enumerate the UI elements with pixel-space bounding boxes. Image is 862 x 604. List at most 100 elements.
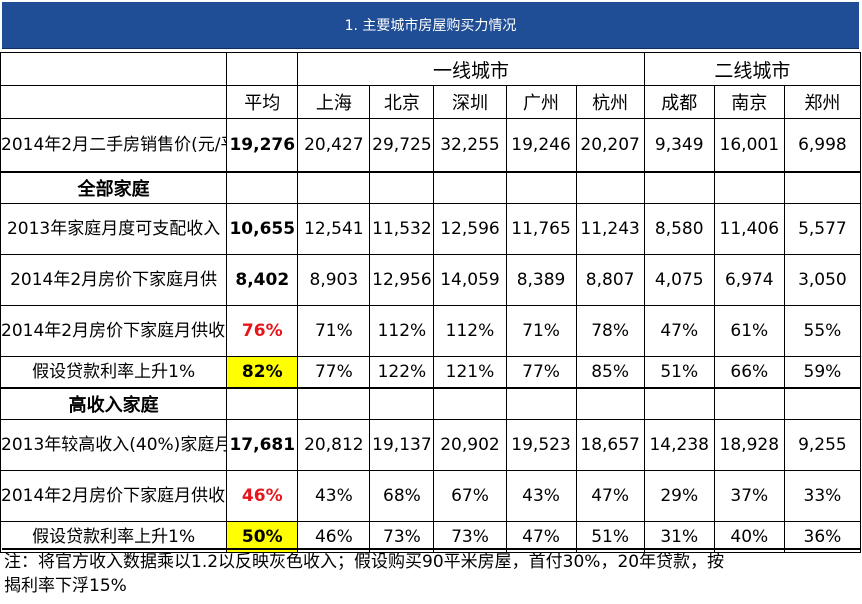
group-tier1: 一线城市 — [297, 52, 645, 86]
section-row-high: 高收入家庭 — [0, 387, 862, 420]
cell: 11,765 — [505, 203, 577, 255]
row-label: 假设贷款利率上升1% — [0, 356, 228, 389]
blank-cell — [783, 387, 862, 420]
section-label: 高收入家庭 — [0, 387, 228, 420]
cell: 36% — [783, 521, 862, 553]
blank-cell — [505, 387, 577, 420]
blank-cell — [369, 387, 435, 420]
cell: 47% — [575, 470, 645, 522]
cell: 11,243 — [575, 203, 645, 255]
footnote: 注：将官方收入数据乘以1.2以反映灰色收入；假设购买90平米房屋，首付30%，2… — [2, 548, 860, 604]
cell: 16,001 — [713, 118, 785, 173]
footnote-line: 注：将官方收入数据乘以1.2以反映灰色收入；假设购买90平米房屋，首付30%，2… — [4, 552, 725, 572]
col-header: 平均 — [226, 85, 299, 119]
blank-cell — [505, 171, 577, 204]
blank-cell — [433, 387, 507, 420]
group-tier2: 二线城市 — [643, 52, 862, 86]
row-label: 2013年较高收入(40%)家庭月度可支配收入 — [0, 419, 228, 471]
cell: 5,577 — [783, 203, 862, 255]
blank-cell — [297, 387, 371, 420]
cell: 11,406 — [713, 203, 785, 255]
cell: 51% — [575, 521, 645, 553]
cell: 14,059 — [433, 254, 507, 306]
cell: 71% — [297, 305, 371, 357]
table-row-high-income: 2013年较高收入(40%)家庭月度可支配收入 17,681 20,812 19… — [0, 419, 862, 471]
cell: 51% — [643, 356, 715, 389]
cell-average: 19,276 — [226, 118, 299, 173]
blank-cell — [226, 387, 299, 420]
cell: 20,207 — [575, 118, 645, 173]
col-header: 成都 — [643, 85, 715, 119]
cell: 43% — [505, 470, 577, 522]
cell: 19,137 — [369, 419, 435, 471]
cell: 66% — [713, 356, 785, 389]
cell: 12,956 — [369, 254, 435, 306]
col-header: 杭州 — [575, 85, 645, 119]
table-row-all-payment: 2014年2月房价下家庭月供 8,402 8,903 12,956 14,059… — [0, 254, 862, 306]
cell: 55% — [783, 305, 862, 357]
cell: 77% — [505, 356, 577, 389]
row-label: 2014年2月二手房销售价(元/平方米) — [0, 118, 228, 173]
cell: 68% — [369, 470, 435, 522]
cell: 71% — [505, 305, 577, 357]
cell: 18,928 — [713, 419, 785, 471]
cell: 46% — [297, 521, 371, 553]
cell: 18,657 — [575, 419, 645, 471]
table-row-high-ratio: 2014年2月房价下家庭月供收入比 46% 43% 68% 67% 43% 47… — [0, 470, 862, 522]
blank-cell — [575, 387, 645, 420]
table-row-all-ratio: 2014年2月房价下家庭月供收入比 76% 71% 112% 112% 71% … — [0, 305, 862, 357]
cell: 8,807 — [575, 254, 645, 306]
row-label: 2014年2月房价下家庭月供 — [0, 254, 228, 306]
cell-average: 8,402 — [226, 254, 299, 306]
blank-cell — [433, 171, 507, 204]
cell: 3,050 — [783, 254, 862, 306]
cell: 33% — [783, 470, 862, 522]
cell: 78% — [575, 305, 645, 357]
cell-average: 17,681 — [226, 419, 299, 471]
cell: 47% — [643, 305, 715, 357]
cell: 112% — [369, 305, 435, 357]
cell: 20,902 — [433, 419, 507, 471]
row-label: 2013年家庭月度可支配收入 — [0, 203, 228, 255]
cell: 9,349 — [643, 118, 715, 173]
cell: 20,812 — [297, 419, 371, 471]
cell: 14,238 — [643, 419, 715, 471]
row-label: 2014年2月房价下家庭月供收入比 — [0, 305, 228, 357]
cell: 61% — [713, 305, 785, 357]
empty-corner-2 — [0, 85, 228, 119]
cell: 8,580 — [643, 203, 715, 255]
cell: 73% — [433, 521, 507, 553]
table-row-price: 2014年2月二手房销售价(元/平方米) 19,276 20,427 29,72… — [0, 118, 862, 173]
cell: 59% — [783, 356, 862, 389]
cell: 19,523 — [505, 419, 577, 471]
footnote-line: 揭利率下浮15% — [4, 576, 127, 596]
table-row-all-income: 2013年家庭月度可支配收入 10,655 12,541 11,532 12,5… — [0, 203, 862, 255]
cell: 73% — [369, 521, 435, 553]
blank-cell — [226, 171, 299, 204]
cell: 32,255 — [433, 118, 507, 173]
col-header: 广州 — [505, 85, 577, 119]
header-group-row: 一线城市 二线城市 — [0, 52, 862, 86]
cell-average-highlight: 50% — [226, 521, 299, 553]
cell: 121% — [433, 356, 507, 389]
cell: 19,246 — [505, 118, 577, 173]
blank-cell — [643, 387, 715, 420]
cell: 37% — [713, 470, 785, 522]
blank-cell — [713, 171, 785, 204]
cell: 4,075 — [643, 254, 715, 306]
section-label: 全部家庭 — [0, 171, 228, 204]
cell: 112% — [433, 305, 507, 357]
cell: 29,725 — [369, 118, 435, 173]
cell: 67% — [433, 470, 507, 522]
cell: 12,596 — [433, 203, 507, 255]
cell: 8,903 — [297, 254, 371, 306]
col-header: 北京 — [369, 85, 435, 119]
cell: 29% — [643, 470, 715, 522]
blank-cell — [297, 171, 371, 204]
cell: 11,532 — [369, 203, 435, 255]
section-row-all: 全部家庭 — [0, 171, 862, 204]
table-row-all-rate: 假设贷款利率上升1% 82% 77% 122% 121% 77% 85% 51%… — [0, 356, 862, 389]
table-title: 1. 主要城市房屋购买力情况 — [2, 2, 859, 49]
empty-corner — [0, 52, 228, 86]
